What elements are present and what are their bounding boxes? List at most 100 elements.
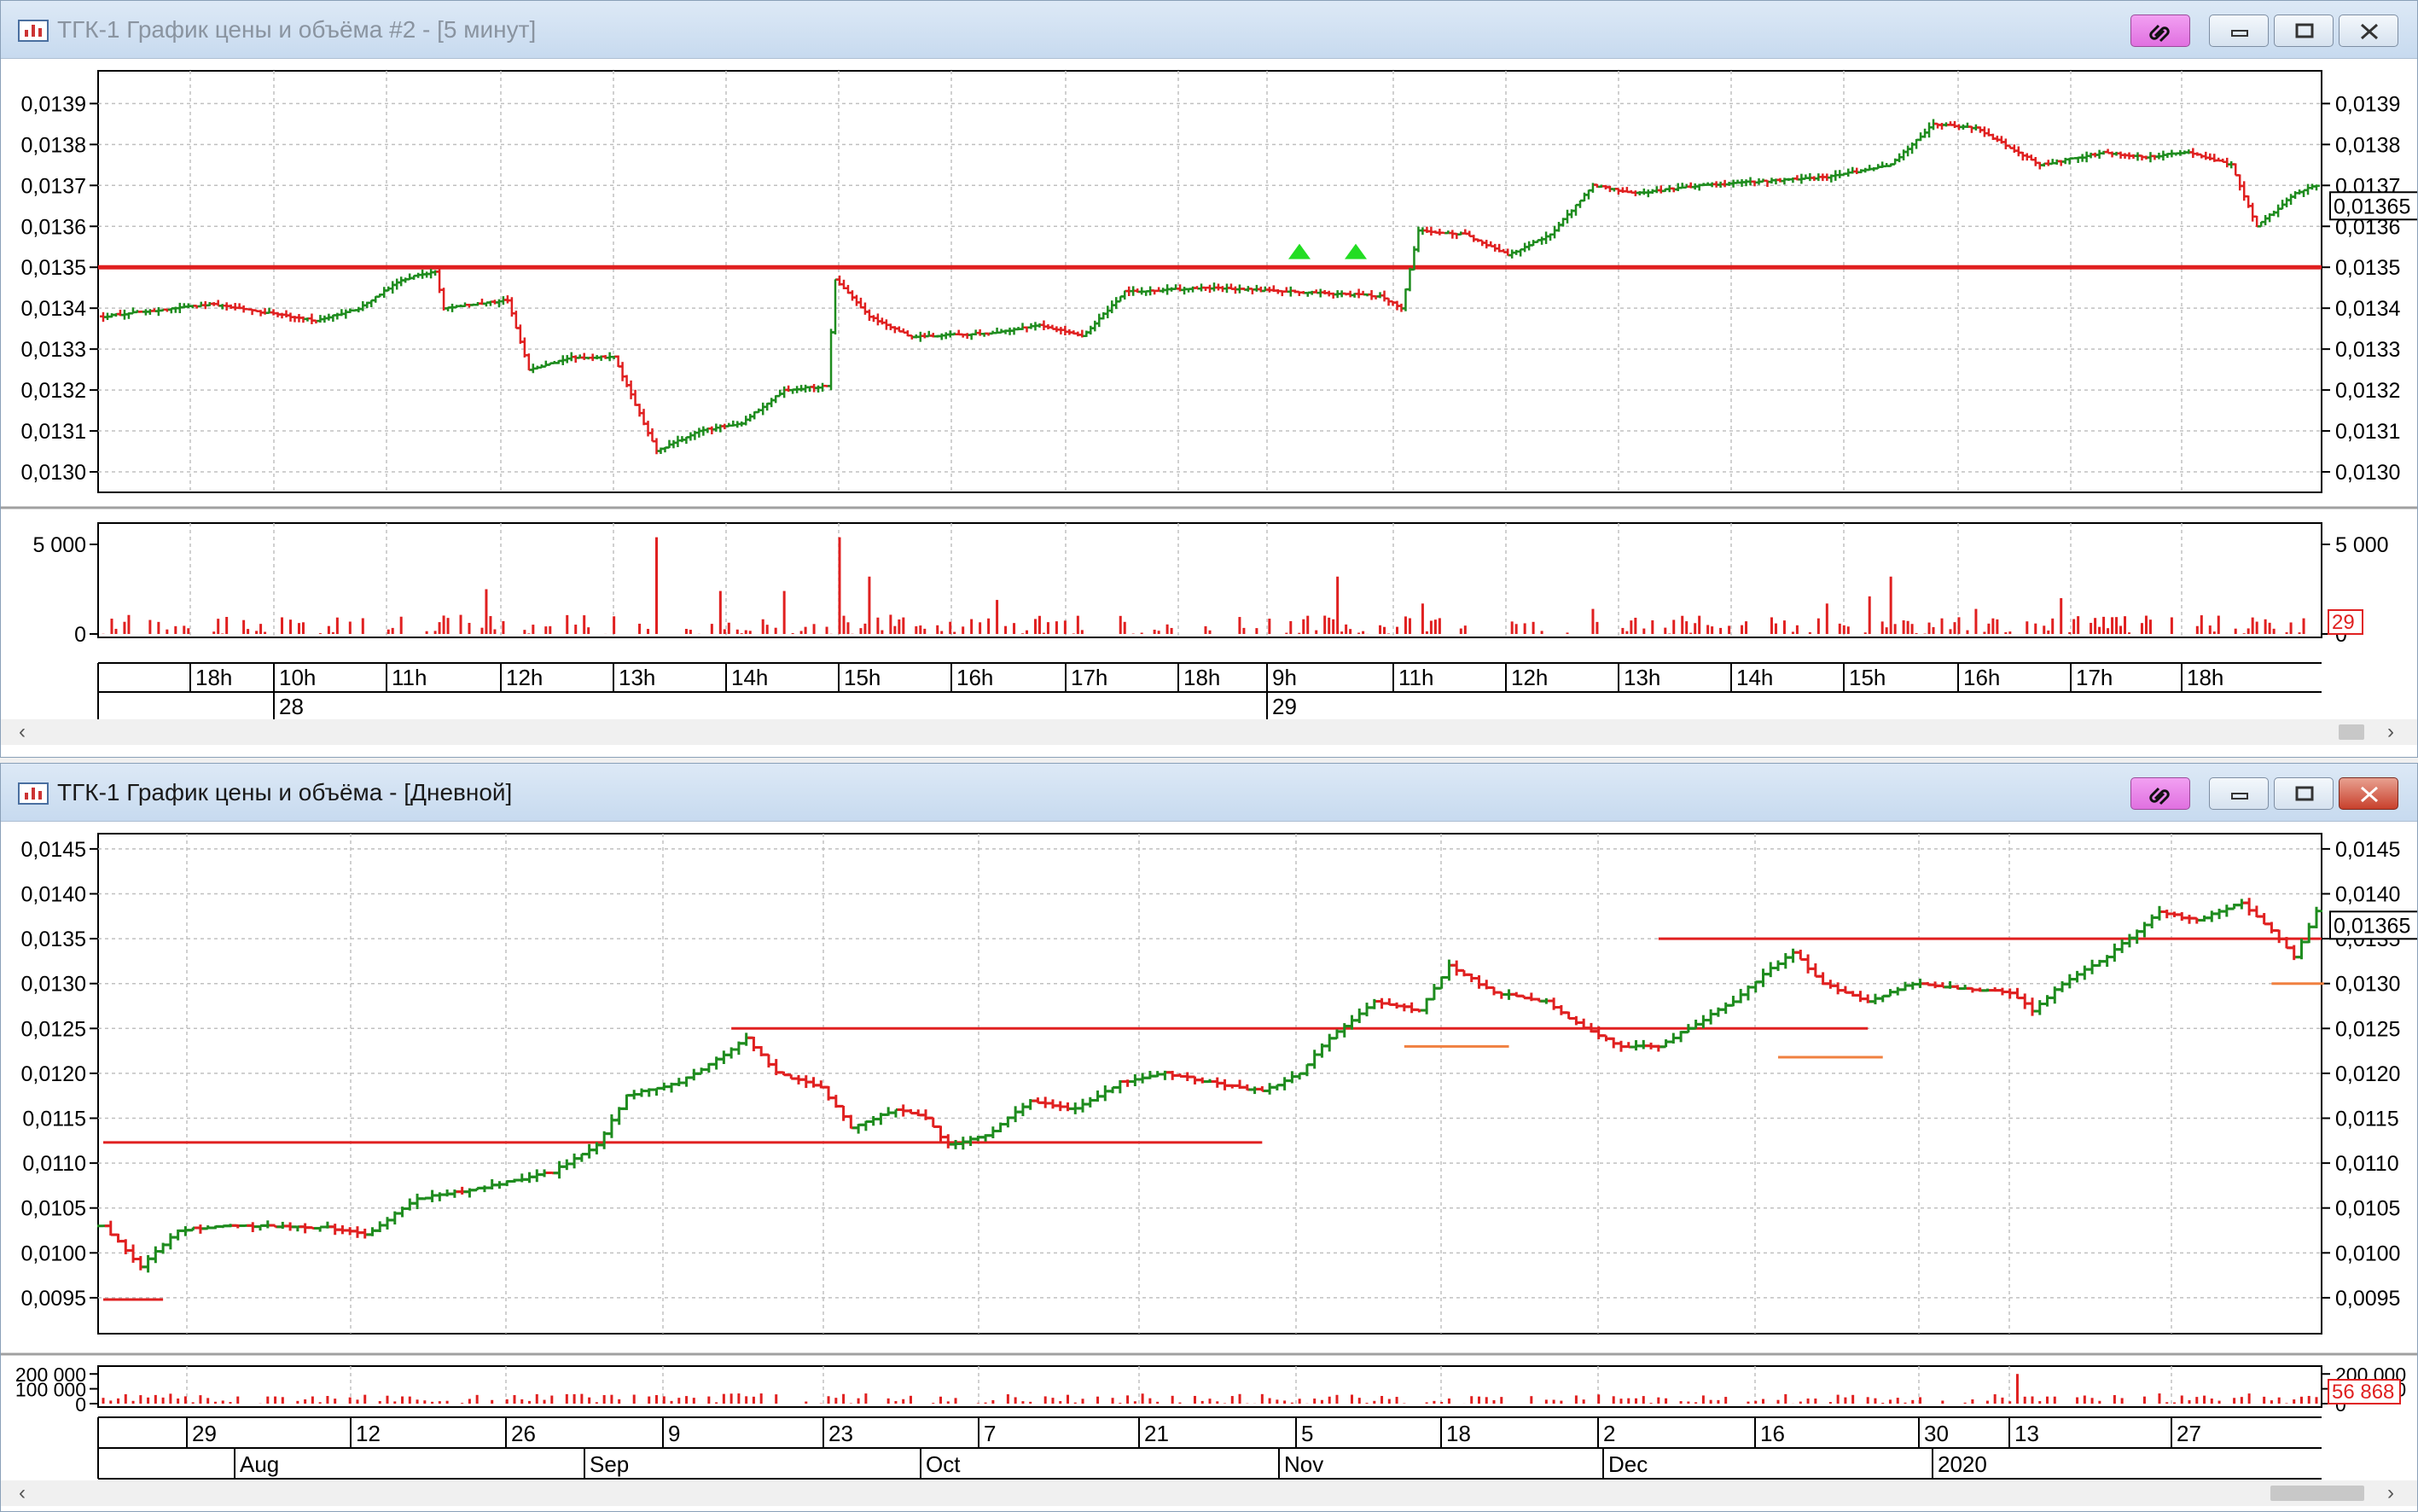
last-price-label: 0,01365 (2334, 195, 2410, 218)
buy-signal-icon (1288, 243, 1311, 259)
maximize-button[interactable] (2274, 15, 2334, 47)
title-bar[interactable]: ТГК-1 График цены и объёма - [Дневной] (1, 764, 2417, 822)
price-tick-label-right: 0,0140 (2335, 882, 2400, 906)
price-tick-label-right: 0,0110 (2335, 1152, 2399, 1176)
price-tick-label-right: 0,0134 (2335, 297, 2401, 321)
time-label: 11h (392, 665, 427, 690)
scroll-right-icon[interactable]: › (2387, 720, 2394, 743)
time-label: 27 (2177, 1421, 2201, 1446)
intraday-chart-window[interactable]: ТГК-1 График цены и объёма #2 - [5 минут… (0, 0, 2418, 758)
time-label: 10h (279, 665, 316, 690)
time-label: 17h (1071, 665, 1107, 690)
minimize-button[interactable] (2209, 15, 2269, 47)
link-button[interactable] (2130, 15, 2190, 47)
minimize-button[interactable] (2209, 777, 2269, 810)
price-tick-label-left: 0,0125 (21, 1017, 86, 1041)
volume-tick-label-right: 5 000 (2335, 533, 2389, 557)
maximize-button[interactable] (2274, 777, 2334, 810)
price-tick-label-left: 0,0120 (21, 1062, 86, 1086)
last-volume-box (2328, 1379, 2401, 1404)
last-price-label: 0,01365 (2334, 914, 2410, 938)
price-tick-label-right: 0,0138 (2335, 133, 2400, 157)
time-label: 12 (356, 1421, 381, 1446)
volume-tick-label-left: 0 (74, 623, 86, 647)
link-button[interactable] (2130, 777, 2190, 810)
price-tick-label-left: 0,0130 (21, 461, 86, 485)
price-panel (97, 833, 2322, 1335)
chart-window-icon (18, 782, 49, 805)
month-label: Aug (240, 1451, 279, 1477)
price-tick-label-left: 0,0131 (21, 420, 86, 444)
scroll-thumb[interactable] (2339, 724, 2364, 740)
time-label: 17h (2076, 665, 2113, 690)
time-label: 2 (1603, 1421, 1615, 1446)
price-tick-label-left: 0,0135 (21, 928, 86, 951)
time-label: 9h (1272, 665, 1297, 690)
time-label: 9 (668, 1421, 680, 1446)
price-tick-label-left: 0,0130 (21, 973, 86, 997)
restore-icon (2295, 23, 2314, 38)
close-button[interactable] (2339, 15, 2398, 47)
scroll-thumb[interactable] (2270, 1486, 2364, 1501)
title-bar[interactable]: ТГК-1 График цены и объёма #2 - [5 минут… (1, 1, 2417, 59)
last-volume-label: 56 868 (2332, 1381, 2394, 1404)
price-tick-label-right: 0,0133 (2335, 338, 2400, 362)
price-tick-label-left: 0,0136 (21, 215, 86, 239)
horizontal-scrollbar[interactable]: ‹ › (1, 1480, 2417, 1506)
price-tick-label-right: 0,0139 (2335, 92, 2400, 116)
price-tick-label-left: 0,0095 (21, 1287, 86, 1311)
price-tick-label-right: 0,0095 (2335, 1287, 2400, 1311)
price-tick-label-right: 0,0115 (2335, 1108, 2399, 1131)
scroll-left-icon[interactable]: ‹ (19, 720, 26, 743)
restore-icon (2295, 786, 2314, 801)
price-tick-label-left: 0,0132 (21, 379, 86, 403)
daily-chart[interactable]: 0,01450,01450,01400,01400,01350,01350,01… (1, 822, 2417, 1486)
volume-tick-label-left: 200 000 (15, 1364, 86, 1386)
time-label: 13 (2014, 1421, 2039, 1446)
time-label: 12h (506, 665, 543, 690)
price-tick-label-right: 0,0105 (2335, 1197, 2400, 1221)
time-label: 13h (619, 665, 655, 690)
time-label: 29 (192, 1421, 217, 1446)
price-bar (2313, 184, 2320, 191)
price-tick-label-right: 0,0120 (2335, 1062, 2400, 1086)
time-label: 5 (1301, 1421, 1313, 1446)
price-tick-label-left: 0,0137 (21, 174, 86, 198)
date-label: 28 (279, 694, 304, 719)
time-label: 15h (1849, 665, 1886, 690)
time-label: 18 (1446, 1421, 1471, 1446)
price-tick-label-left: 0,0105 (21, 1197, 86, 1221)
last-price-box (2329, 191, 2417, 221)
price-tick-label-right: 0,0130 (2335, 973, 2400, 997)
link-icon (2149, 24, 2170, 43)
price-tick-label-right: 0,0135 (2335, 256, 2400, 280)
minimize-icon (2231, 30, 2248, 37)
volume-tick-label-left: 0 (75, 1393, 86, 1416)
horizontal-scrollbar[interactable]: ‹ › (1, 719, 2417, 745)
price-tick-label-right: 0,0131 (2335, 420, 2400, 444)
price-tick-label-left: 0,0139 (21, 92, 86, 116)
scroll-left-icon[interactable]: ‹ (19, 1481, 26, 1504)
volume-tick-label-left: 100 000 (15, 1379, 86, 1401)
price-tick-label-left: 0,0115 (22, 1108, 86, 1131)
time-label: 30 (1924, 1421, 1949, 1446)
price-tick-label-left: 0,0110 (22, 1152, 86, 1176)
last-volume-label: 29 (2332, 611, 2355, 634)
price-tick-label-right: 0,0125 (2335, 1017, 2400, 1041)
close-button[interactable] (2339, 777, 2398, 810)
link-icon (2149, 787, 2170, 805)
month-label: Sep (590, 1451, 629, 1477)
daily-chart-window[interactable]: ТГК-1 График цены и объёма - [Дневной] 0… (0, 763, 2418, 1512)
price-panel (97, 70, 2322, 493)
volume-tick-label-left: 5 000 (32, 533, 86, 557)
time-label: 21 (1144, 1421, 1169, 1446)
price-tick-label-left: 0,0133 (21, 338, 86, 362)
month-label: Nov (1284, 1451, 1323, 1477)
price-bars (97, 898, 2322, 1273)
price-tick-label-left: 0,0140 (21, 882, 86, 906)
scroll-right-icon[interactable]: › (2387, 1481, 2394, 1504)
price-tick-label-right: 0,0132 (2335, 379, 2400, 403)
last-volume-box (2328, 609, 2363, 635)
price-tick-label-left: 0,0134 (21, 297, 87, 321)
